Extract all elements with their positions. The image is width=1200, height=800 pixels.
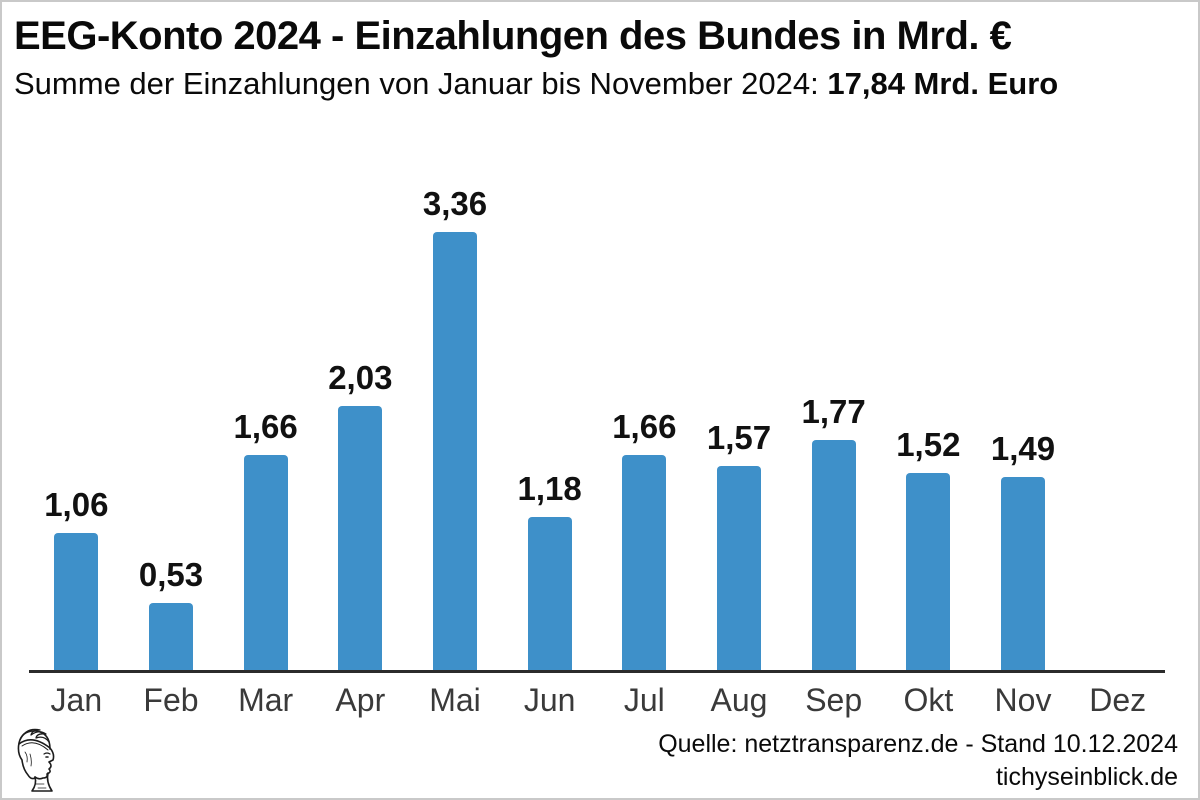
x-axis-label-aug: Aug xyxy=(710,682,768,718)
bar-group-jul: 1,66 xyxy=(597,408,692,672)
x-axis-line xyxy=(29,670,1165,673)
x-axis-label-sep: Sep xyxy=(805,682,863,718)
bar-value-label-jul: 1,66 xyxy=(612,408,677,445)
source-line: Quelle: netztransparenz.de - Stand 10.12… xyxy=(658,730,1178,758)
x-axis-label-jul: Jul xyxy=(623,682,665,718)
bar-value-label-mar: 1,66 xyxy=(233,408,298,445)
bar-group-mar: 1,66 xyxy=(218,408,313,672)
bar-feb xyxy=(148,603,193,672)
chart-subtitle-total: 17,84 Mrd. Euro xyxy=(827,66,1059,101)
x-axis-label-apr: Apr xyxy=(335,682,386,718)
x-axis-label-okt: Okt xyxy=(903,682,954,718)
x-axis-label-dez: Dez xyxy=(1089,682,1147,718)
chart-subtitle: Summe der Einzahlungen von Januar bis No… xyxy=(14,66,1058,102)
bar-value-label-apr: 2,03 xyxy=(328,359,393,396)
bar-nov xyxy=(1000,477,1045,672)
bar-value-label-aug: 1,57 xyxy=(706,419,772,456)
bar-jun xyxy=(527,517,572,672)
bar-value-label-sep: 1,77 xyxy=(801,393,866,430)
chart-subtitle-text: Summe der Einzahlungen von Januar bis No… xyxy=(14,66,828,101)
bar-value-label-jun: 1,18 xyxy=(517,470,582,507)
bar-group-mai: 3,36 xyxy=(408,185,503,672)
x-axis-label-mai: Mai xyxy=(429,682,481,718)
bar-value-label-okt: 1,52 xyxy=(896,426,961,463)
bar-jan xyxy=(54,533,99,672)
bar-value-label-nov: 1,49 xyxy=(990,430,1056,467)
x-axis-label-mar: Mar xyxy=(238,682,294,718)
bar-group-okt: 1,52 xyxy=(881,426,976,672)
bar-group-jun: 1,18 xyxy=(502,470,597,672)
site-line: tichyseinblick.de xyxy=(995,763,1178,791)
bar-group-apr: 2,03 xyxy=(313,359,408,672)
bar-value-label-jan: 1,06 xyxy=(44,486,109,523)
bar-sep xyxy=(811,440,856,672)
bar-apr xyxy=(338,406,383,672)
bar-value-label-feb: 0,53 xyxy=(138,556,204,593)
bar-group-sep: 1,77 xyxy=(786,393,881,672)
bar-group-jan: 1,06 xyxy=(29,486,124,672)
bar-mai xyxy=(432,232,477,672)
bar-jul xyxy=(622,455,667,672)
bar-group-feb: 0,53 xyxy=(124,556,219,672)
x-axis-label-jan: Jan xyxy=(50,682,103,718)
bar-okt xyxy=(906,473,951,672)
bar-group-aug: 1,57 xyxy=(692,419,787,672)
bar-group-nov: 1,49 xyxy=(976,430,1071,672)
source-attribution: Quelle: netztransparenz.de - Stand 10.12… xyxy=(658,728,1178,794)
x-axis-label-nov: Nov xyxy=(994,682,1052,718)
chart-title: EEG-Konto 2024 - Einzahlungen des Bundes… xyxy=(14,14,1012,58)
bar-mar xyxy=(243,455,288,672)
x-axis-label-feb: Feb xyxy=(143,682,199,718)
x-axis-label-jun: Jun xyxy=(523,682,576,718)
hermes-head-logo xyxy=(17,728,55,792)
bar-aug xyxy=(716,466,761,672)
bar-value-label-mai: 3,36 xyxy=(422,185,488,222)
